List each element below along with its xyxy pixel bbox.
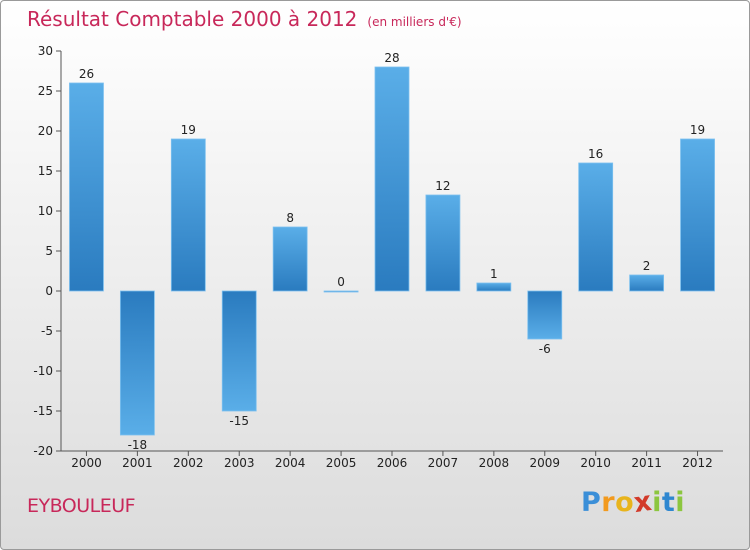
bar-2006 (374, 66, 410, 292)
value-label-2004: 8 (286, 211, 294, 225)
logo-letter: i (652, 487, 662, 518)
y-tick-label: 25 (38, 84, 53, 98)
y-tick-label: 30 (38, 44, 53, 58)
x-tick-label-2004: 2004 (275, 456, 306, 470)
bar-2001 (119, 290, 155, 436)
x-tick-label-2007: 2007 (428, 456, 459, 470)
value-label-2009: -6 (539, 342, 551, 356)
bar-2010 (578, 162, 614, 292)
bar-2004 (272, 226, 308, 292)
logo-letter: x (632, 485, 655, 520)
bar-2012 (680, 138, 715, 292)
y-tick-label: -5 (41, 324, 53, 338)
x-tick-label-2010: 2010 (580, 456, 611, 470)
logo-letter: P (581, 487, 602, 518)
chart-title: Résultat Comptable 2000 à 2012 (en millie… (27, 7, 462, 31)
y-tick-label: 5 (45, 244, 53, 258)
x-tick-label-2006: 2006 (377, 456, 408, 470)
y-tick-label: -15 (33, 404, 53, 418)
x-tick-label-2003: 2003 (224, 456, 255, 470)
bar-2009 (527, 290, 563, 340)
value-label-2011: 2 (643, 259, 651, 273)
x-tick-label-2012: 2012 (682, 456, 713, 470)
logo-letter: r (601, 487, 616, 518)
value-label-2001: -18 (128, 438, 148, 452)
value-label-2008: 1 (490, 267, 498, 281)
x-tick-label-2005: 2005 (326, 456, 357, 470)
x-tick-label-2000: 2000 (71, 456, 102, 470)
commune-name: EYBOULEUF (27, 495, 136, 517)
bar-2003 (221, 290, 257, 412)
value-label-2002: 19 (181, 123, 196, 137)
chart-subtitle: (en milliers d'€) (367, 15, 462, 29)
value-label-2010: 16 (588, 147, 603, 161)
proxiti-logo: Proxiti (581, 485, 686, 520)
value-label-2006: 28 (384, 51, 399, 65)
bar-2002 (170, 138, 206, 292)
y-tick-label: -10 (33, 364, 53, 378)
bar-2005 (323, 290, 359, 293)
chart-title-text: Résultat Comptable 2000 à 2012 (27, 7, 358, 31)
y-tick-label: 15 (38, 164, 53, 178)
x-tick-label-2008: 2008 (479, 456, 510, 470)
value-label-2007: 12 (435, 179, 450, 193)
x-tick-label-2009: 2009 (529, 456, 560, 470)
bar-2011 (629, 274, 665, 292)
bar-2007 (425, 194, 461, 292)
value-label-2003: -15 (229, 414, 249, 428)
x-tick-label-2011: 2011 (631, 456, 662, 470)
value-label-2000: 26 (79, 67, 94, 81)
y-tick-label: 20 (38, 124, 53, 138)
x-tick-label-2002: 2002 (173, 456, 204, 470)
y-tick-label: 0 (45, 284, 53, 298)
logo-letter: t (661, 487, 676, 518)
y-tick-label: -20 (33, 444, 53, 458)
bar-2008 (476, 282, 512, 292)
y-tick-label: 10 (38, 204, 53, 218)
bar-2000 (69, 82, 104, 292)
logo-letter: o (615, 487, 635, 518)
x-tick-label-2001: 2001 (122, 456, 153, 470)
value-label-2012: 19 (690, 123, 705, 137)
logo-letter: i (675, 487, 686, 518)
value-label-2005: 0 (337, 275, 345, 289)
